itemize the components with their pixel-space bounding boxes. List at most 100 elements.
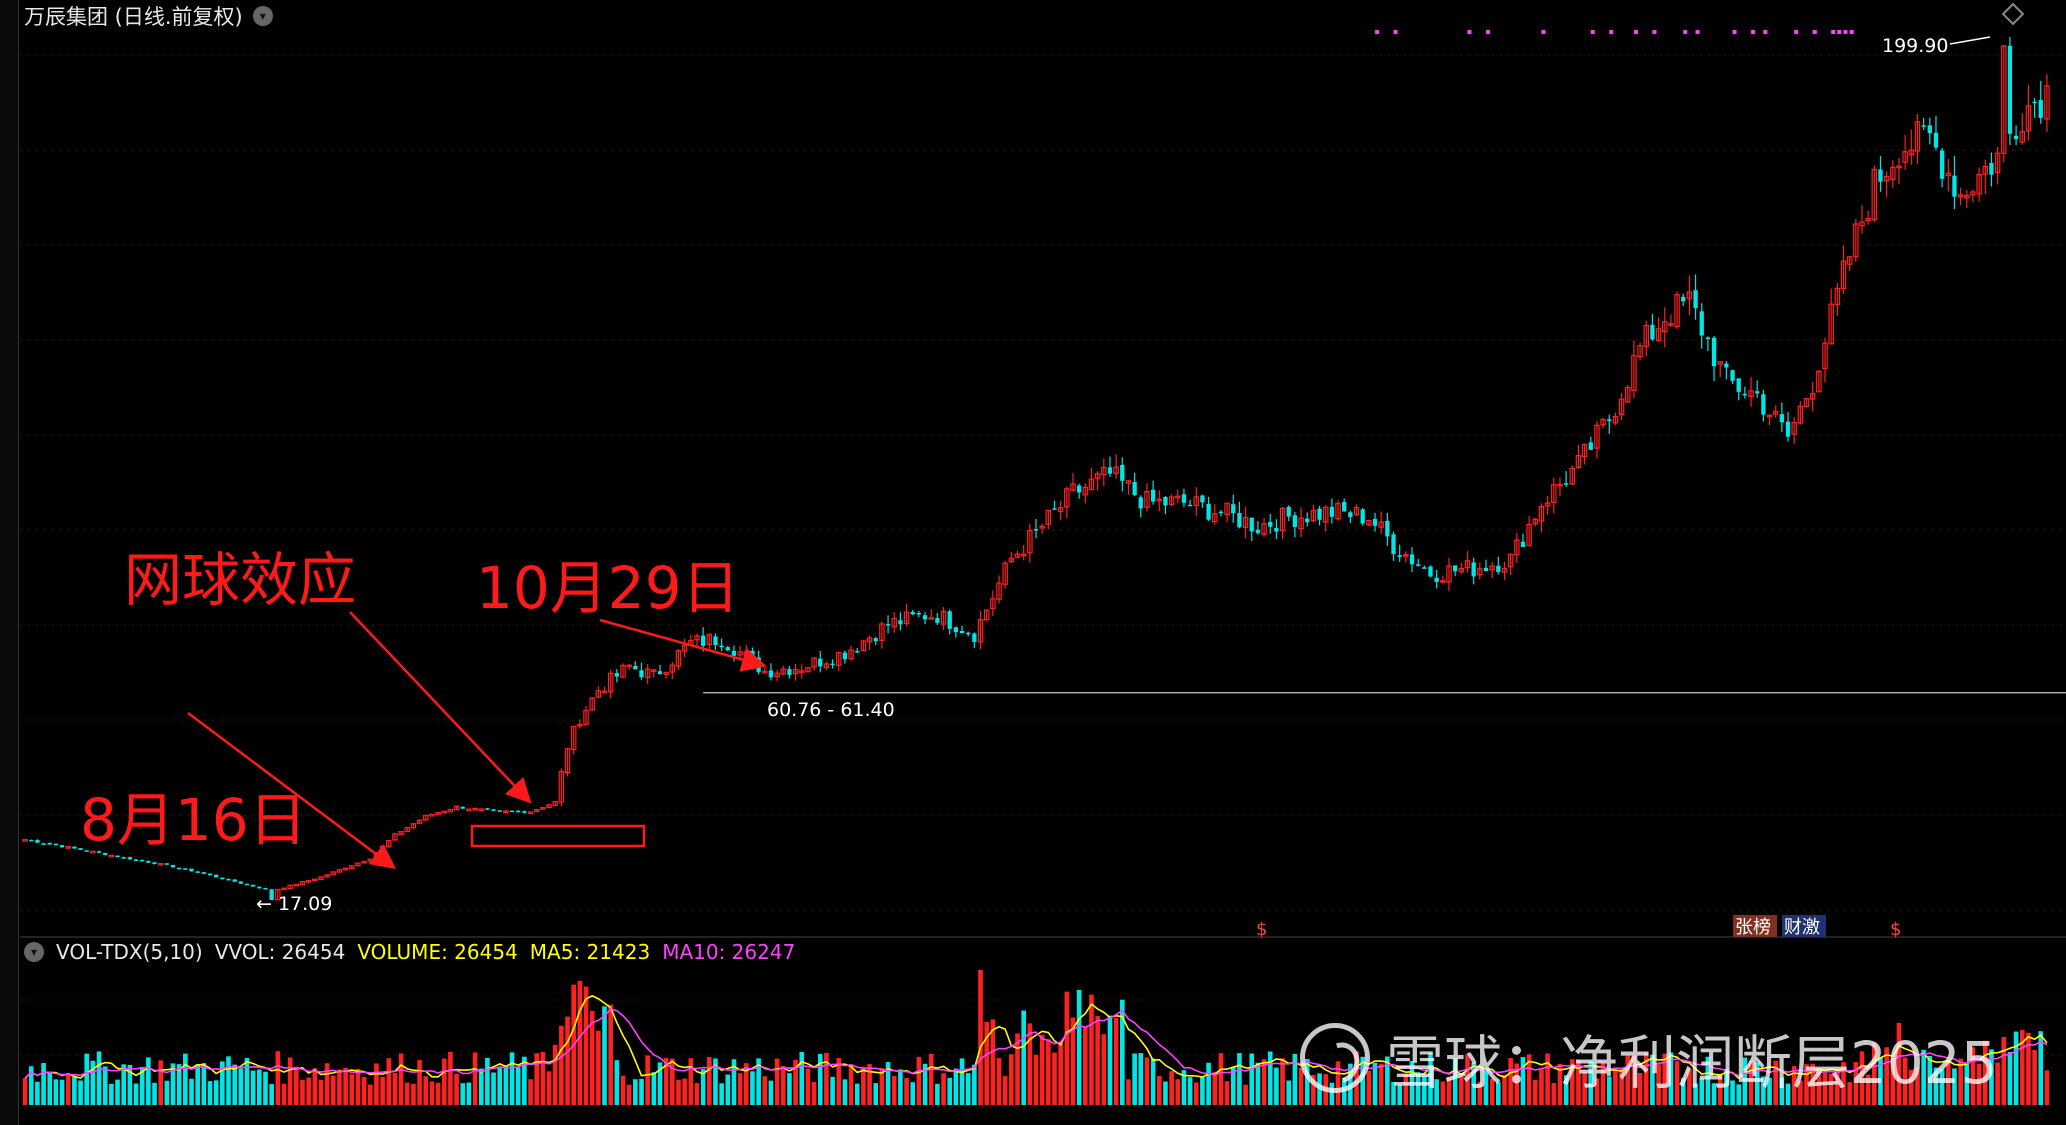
candle-body — [349, 865, 355, 870]
volume-bar — [1033, 1054, 1039, 1105]
volume-bar — [1409, 1060, 1415, 1105]
volume-bar — [1230, 1066, 1236, 1105]
candle-body — [342, 867, 349, 871]
low-price-label: ← 17.09 — [256, 893, 332, 915]
volume-bar — [879, 1067, 885, 1105]
volume-bar — [984, 1021, 989, 1105]
volume-bar — [1687, 1069, 1692, 1105]
candle-body — [1902, 151, 1908, 163]
candle-body — [1661, 321, 1668, 333]
volume-bar — [109, 1083, 114, 1105]
volume-bar — [861, 1066, 866, 1105]
volume-bar — [1280, 1058, 1285, 1105]
volume-bar — [922, 1063, 928, 1105]
candle-body — [1385, 520, 1390, 537]
volume-bar — [898, 1069, 903, 1105]
candle-body — [540, 807, 546, 810]
volume-bar — [737, 1073, 743, 1105]
candle-body — [1846, 256, 1853, 265]
volume-bar — [158, 1060, 164, 1105]
candle-body — [916, 612, 922, 615]
volume-bar — [768, 1080, 774, 1105]
volume-bar — [349, 1074, 355, 1105]
candle-body — [1594, 424, 1600, 449]
volume-bar — [1187, 1077, 1193, 1105]
candle-body — [244, 883, 250, 886]
arrow-to-oct29 — [599, 618, 767, 672]
candle-body — [1298, 517, 1304, 529]
volume-bar — [1730, 1080, 1735, 1105]
candle-body — [170, 865, 176, 868]
volume-bar — [1224, 1081, 1230, 1105]
candle-body — [41, 843, 46, 845]
candle-body — [78, 848, 83, 850]
candle-body — [201, 872, 206, 874]
candle-body — [719, 645, 724, 648]
candle-body — [1914, 121, 1921, 152]
volume-bar — [1711, 1083, 1717, 1105]
candle-body — [947, 611, 952, 629]
volume-bar — [1650, 1054, 1655, 1105]
volume-bar — [1939, 1068, 1945, 1105]
candle-body — [422, 814, 429, 821]
volume-bar — [65, 1073, 71, 1105]
candle-body — [1711, 337, 1717, 367]
volume-bar — [1761, 1076, 1766, 1105]
candle-body — [1274, 527, 1279, 532]
volume-bar — [485, 1057, 490, 1105]
volume-bar — [1200, 1076, 1205, 1105]
volume-bar — [466, 1082, 472, 1105]
signal-dot — [1375, 30, 1380, 34]
volume-bar — [1551, 1083, 1557, 1105]
watermark: 雪球：净利润断层2025 — [1300, 1018, 1998, 1098]
volume-bar — [528, 1079, 533, 1105]
high-price-label: 199.90 — [1882, 35, 1948, 57]
volume-bar — [213, 1080, 219, 1105]
volume-bar — [867, 1064, 872, 1105]
volume-bar — [78, 1080, 83, 1105]
signal-dot — [1541, 30, 1546, 34]
arrow-to-tennis-box — [349, 611, 532, 804]
annotation-oct29: 10月29日 — [476, 554, 740, 622]
volume-bar — [2007, 1051, 2013, 1105]
candle-body — [1391, 534, 1396, 554]
candle-body — [1921, 125, 1926, 127]
volume-bar — [953, 1068, 959, 1105]
candle-body — [972, 633, 977, 642]
volume-bar — [1582, 1071, 1587, 1105]
volume-bar — [559, 1025, 564, 1105]
chevron-down-icon[interactable]: ▾ — [24, 942, 44, 962]
candle-body — [1070, 483, 1076, 491]
candle-body — [644, 668, 651, 678]
volume-bar — [1674, 1061, 1680, 1105]
volume-bar — [1422, 1075, 1427, 1105]
volume-bar — [1286, 1080, 1292, 1105]
candle-body — [1279, 507, 1286, 532]
volume-bar — [1378, 1063, 1384, 1105]
signal-dot — [1609, 30, 1614, 34]
volume-bar — [139, 1067, 145, 1105]
candle-body — [663, 671, 669, 675]
signal-dot — [1393, 30, 1398, 34]
candle-body — [1052, 508, 1057, 510]
volume-bar — [817, 1053, 823, 1105]
candle-body — [2025, 105, 2032, 132]
arrow-to-aug16 — [187, 712, 396, 869]
high-price-pointer — [1949, 36, 1991, 45]
volume-bar — [1471, 1062, 1476, 1105]
candle-body — [1434, 577, 1439, 582]
volume-bar — [1391, 1082, 1396, 1105]
volume-bar — [1156, 1075, 1162, 1105]
volume-bar — [811, 1081, 817, 1105]
candle-body — [96, 851, 102, 853]
chevron-down-icon[interactable]: ▾ — [252, 6, 273, 26]
chart-title-bar: 万辰集团 (日线.前复权) ▾ — [24, 2, 273, 30]
candle-body — [1125, 480, 1132, 484]
volume-bar — [1440, 1081, 1446, 1105]
volume-bar — [1545, 1053, 1550, 1105]
volume-bar — [596, 1030, 601, 1105]
volume-bar — [164, 1080, 170, 1105]
volume-bar — [1520, 1057, 1526, 1105]
volume-bar — [1804, 1064, 1809, 1105]
